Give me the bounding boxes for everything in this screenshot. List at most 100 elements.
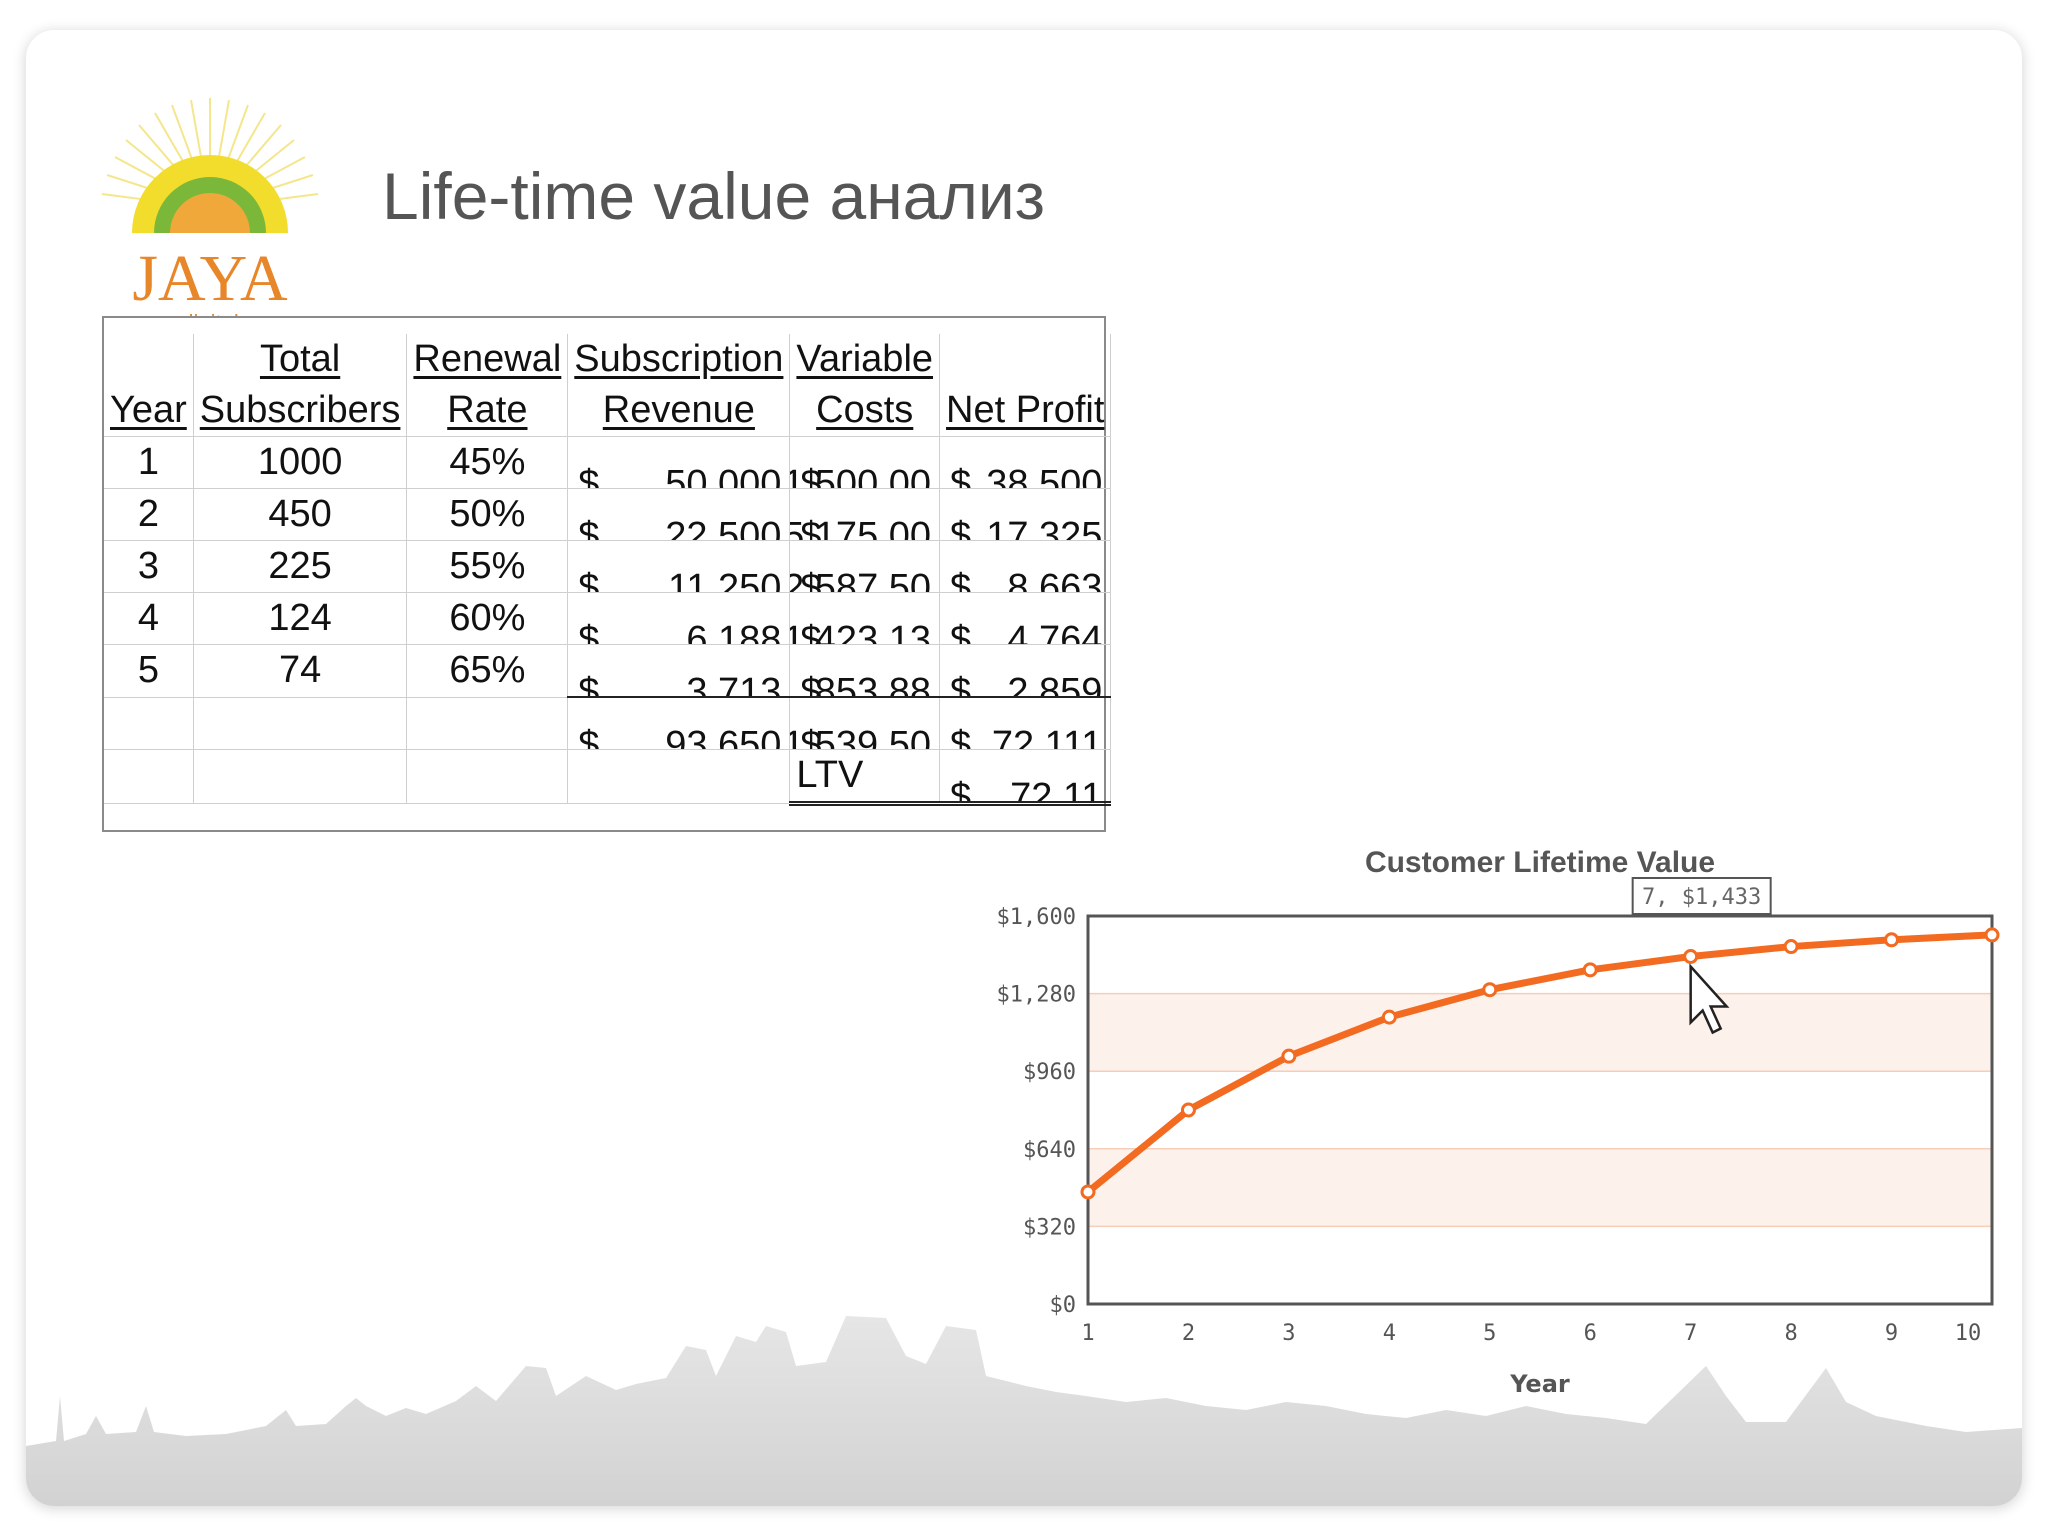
costs-cell: $1,423.13 [789,592,941,645]
year-cell: 3 [104,540,194,593]
ltv-table-frame: Total Renewal Subscription Variable Year… [102,316,1112,832]
table-body: 1100045%$50,000$11,500.00$38,500245050%$… [104,436,1112,698]
header-cell: Total [193,334,408,385]
revenue-cell: $11,250 [567,540,791,593]
tooltip-text: 7, $1,433 [1642,885,1761,910]
table-totals-row: $93,650 $21,539.50 $72,111 [104,696,1112,750]
table-header-row-bottom: Year Subscribers Rate Revenue Costs Net … [104,385,1112,437]
data-point [1482,982,1498,998]
costs-cell: $5,175.00 [789,488,941,541]
rate-cell: 65% [406,644,569,698]
x-tick-label: 10 [1955,1321,1982,1346]
rate-cell: 55% [406,540,569,593]
revenue-cell: $3,713 [567,644,791,698]
header-cell-revenue: Revenue [567,385,791,437]
total-costs-cell: $21,539.50 [789,696,941,750]
profit-cell: $8,663 [939,540,1112,593]
y-tick-label: $640 [1023,1138,1076,1163]
costs-cell: $11,500.00 [789,436,941,489]
clv-chart-svg: Customer Lifetime Value $0 $320 $640 $960 $1,… [997,846,2000,1398]
header-cell-costs: Costs [789,385,941,437]
header-cell: Renewal [406,334,569,385]
x-axis-label: Year [1509,1370,1570,1398]
rate-cell: 50% [406,488,569,541]
jaya-digital-logo: JAYA digital [101,98,319,335]
y-tick-label: $960 [1023,1060,1076,1085]
rate-cell: 45% [406,436,569,489]
profit-cell: $17,325 [939,488,1112,541]
empty-cell [406,697,569,750]
subscribers-cell: 1000 [193,436,408,489]
empty-cell [193,749,408,804]
costs-cell: $853.88 [789,644,941,698]
y-tick-label: $1,600 [997,905,1076,930]
ltv-table: Total Renewal Subscription Variable Year… [104,334,1112,806]
data-point [1582,962,1598,978]
data-point [1683,948,1699,964]
header-cell-subscribers: Subscribers [193,385,408,437]
empty-cell [193,697,408,750]
city-skyline-decoration [26,1316,2022,1506]
profit-cell: $2,859 [939,644,1112,698]
table-header-row-top: Total Renewal Subscription Variable [104,334,1112,385]
header-cell-profit: Net Profit [939,385,1112,437]
subscribers-cell: 74 [193,644,408,698]
total-profit-cell: $72,111 [939,696,1112,750]
x-tick-label: 9 [1885,1321,1898,1346]
logo-brand-text: JAYA [132,242,288,315]
x-tick-label: 1 [1081,1321,1094,1346]
revenue-cell: $50,000 [567,436,791,489]
header-cell [939,334,1112,385]
tooltip-box [1631,877,1772,915]
empty-cell [406,749,569,804]
profit-cell: $38,500 [939,436,1112,489]
clv-chart: Customer Lifetime Value $0 $320 $640 $960 $1,… [960,840,2020,1420]
data-point [1984,927,2000,943]
x-tick-label: 2 [1182,1321,1195,1346]
y-tick-label: $320 [1023,1215,1076,1240]
costs-cell: $2,587.50 [789,540,941,593]
data-point [1281,1048,1297,1064]
table-row: 3 225 55% $11,250 $2,587.50 $8,663 [104,540,1112,593]
year-cell: 5 [104,644,194,698]
chart-title: Customer Lifetime Value [1365,846,1715,879]
mouse-cursor-icon [1689,963,1730,1035]
header-cell [104,334,194,385]
revenue-cell: $22,500 [567,488,791,541]
table-row: 2 450 50% $22,500 $5,175.00 $17,325 [104,488,1112,541]
x-tick-label: 3 [1282,1321,1295,1346]
data-point [1180,1102,1196,1118]
x-tick-label: 7 [1684,1321,1697,1346]
total-revenue-cell: $93,650 [567,696,791,750]
ltv-value-cell: $72.11 [939,749,1112,806]
empty-cell [104,749,194,804]
data-point [1884,932,1900,948]
header-cell-rate: Rate [406,385,569,437]
subscribers-cell: 124 [193,592,408,645]
subscribers-cell: 450 [193,488,408,541]
rate-cell: 60% [406,592,569,645]
y-tick-label: $0 [1050,1293,1077,1318]
empty-cell [567,749,791,804]
ltv-label-cell: LTV [789,749,941,806]
chart-grid-band [1088,993,1992,1072]
table-ltv-row: LTV $72.11 [104,749,1112,806]
table-row: 5 74 65% $3,713 $853.88 $2,859 [104,644,1112,698]
table-row: 4 124 60% $6,188 $1,423.13 $4,764 [104,592,1112,645]
chart-grid-band [1088,1148,1992,1227]
year-cell: 1 [104,436,194,489]
header-cell-year: Year [104,385,194,437]
slide: JAYA digital Life-time value анализ Tota… [26,30,2022,1506]
x-tick-label: 5 [1483,1321,1496,1346]
header-cell: Subscription [567,334,791,385]
profit-cell: $4,764 [939,592,1112,645]
data-point [1783,939,1799,955]
series-line [1085,931,1993,1195]
x-tick-label: 4 [1383,1321,1396,1346]
empty-cell [104,697,194,750]
header-cell: Variable [789,334,941,385]
revenue-cell: $6,188 [567,592,791,645]
page-title: Life-time value анализ [382,159,1046,233]
chart-plot-frame [1086,914,1994,1306]
